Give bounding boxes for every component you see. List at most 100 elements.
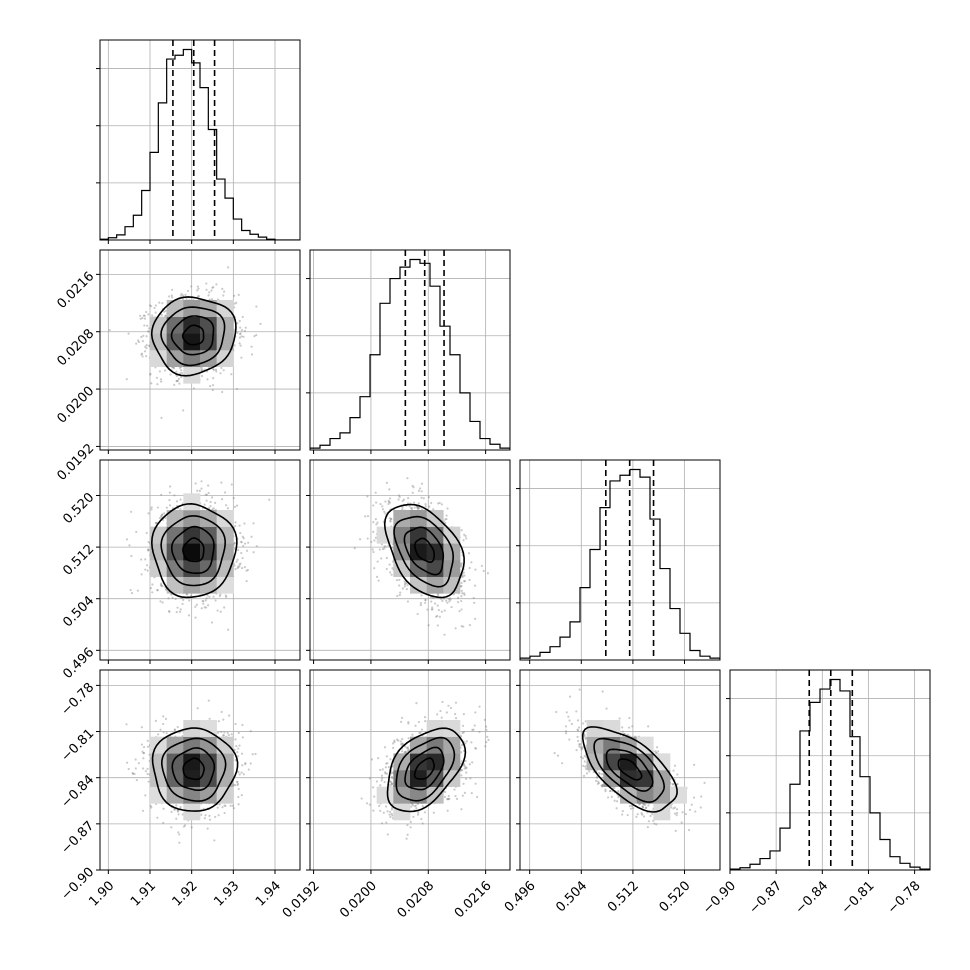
sample-point <box>154 522 157 525</box>
sample-point <box>430 608 433 611</box>
sample-point <box>179 294 183 297</box>
sample-point <box>456 596 460 599</box>
sample-point <box>148 304 152 307</box>
sample-point <box>143 314 146 317</box>
sample-point <box>379 502 382 506</box>
sample-point <box>145 531 148 535</box>
sample-point <box>391 567 394 570</box>
sample-point <box>147 548 150 551</box>
contour-2 <box>160 306 226 367</box>
sample-point <box>212 507 215 510</box>
sample-point <box>403 583 407 586</box>
sample-point <box>460 581 463 585</box>
sample-point <box>226 507 230 510</box>
sample-point <box>207 294 210 297</box>
histogram-1 <box>310 258 510 450</box>
sample-point <box>234 738 237 741</box>
density-cell <box>183 300 201 317</box>
sample-point <box>234 521 237 524</box>
contour-2 <box>160 515 227 587</box>
sample-point <box>160 416 163 419</box>
sample-point <box>244 326 247 329</box>
sample-point <box>450 605 453 609</box>
sample-point <box>250 535 253 538</box>
sample-point <box>233 541 236 545</box>
sample-point <box>154 521 158 524</box>
sample-point <box>463 593 466 596</box>
sample-point <box>236 558 239 561</box>
y-tick-label: 0.0216 <box>55 269 98 312</box>
sample-point <box>440 610 443 613</box>
density-cell <box>200 576 217 594</box>
sample-point <box>411 507 414 510</box>
sample-point <box>225 504 228 507</box>
sample-point <box>419 601 423 605</box>
sample-point <box>211 388 214 392</box>
sample-point <box>175 610 178 614</box>
sample-point <box>436 604 439 607</box>
sample-point <box>238 563 241 566</box>
sample-point <box>183 824 187 827</box>
sample-point <box>444 518 447 521</box>
density-cell <box>183 526 201 544</box>
sample-point <box>403 580 406 583</box>
sample-point <box>381 508 385 511</box>
sample-point <box>181 602 184 606</box>
sample-point <box>473 584 477 587</box>
sample-point <box>140 335 143 339</box>
sample-point <box>151 583 154 586</box>
sample-point <box>163 310 166 313</box>
sample-point <box>160 584 163 587</box>
sample-point <box>218 594 221 598</box>
sample-point <box>235 560 238 563</box>
sample-point <box>200 366 203 370</box>
sample-point <box>373 567 376 570</box>
sample-point <box>474 617 477 620</box>
sample-point <box>432 508 435 511</box>
sample-point <box>154 304 157 307</box>
y-tick-label: 0.0208 <box>55 326 98 369</box>
contour-2 <box>393 515 455 588</box>
sample-point <box>196 295 199 298</box>
sample-point <box>433 602 437 605</box>
sample-point <box>460 599 463 603</box>
sample-point <box>457 600 460 604</box>
sample-point <box>233 564 236 567</box>
sample-point <box>366 514 370 518</box>
sample-point <box>181 294 185 297</box>
sample-point <box>398 593 401 597</box>
sample-point <box>210 289 213 292</box>
sample-point <box>108 328 111 332</box>
sample-point <box>150 806 153 809</box>
panel-3-0: −0.90−0.87−0.84−0.81−0.781.90 1.91 1.92 1.9… <box>59 669 301 910</box>
sample-point <box>268 498 271 501</box>
sample-point <box>240 328 244 332</box>
sample-point <box>196 285 199 288</box>
sample-point <box>252 522 255 525</box>
sample-point <box>147 548 150 551</box>
sample-point <box>424 598 427 602</box>
sample-point <box>220 481 223 484</box>
sample-point <box>242 544 245 548</box>
sample-point <box>175 374 178 378</box>
sample-point <box>410 507 413 510</box>
sample-point <box>125 538 129 541</box>
sample-point <box>242 335 245 338</box>
sample-point <box>179 498 182 501</box>
sample-point <box>243 566 246 569</box>
sample-point <box>156 816 159 819</box>
sample-point <box>417 502 420 505</box>
density-cell <box>376 526 394 544</box>
sample-point <box>205 493 208 496</box>
sample-point <box>243 522 246 525</box>
sample-point <box>215 283 218 286</box>
panel-frame <box>99 459 301 661</box>
sample-point <box>364 515 367 518</box>
sample-point <box>179 508 182 511</box>
sample-point <box>231 804 234 807</box>
sample-point <box>142 334 145 337</box>
sample-point <box>383 545 386 548</box>
sample-point <box>168 499 171 502</box>
sample-point <box>372 520 375 524</box>
sample-point <box>194 616 197 619</box>
